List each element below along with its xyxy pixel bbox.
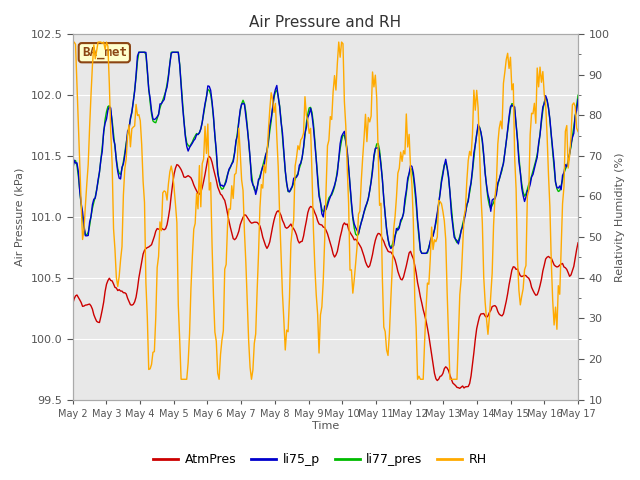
Title: Air Pressure and RH: Air Pressure and RH: [250, 15, 401, 30]
Y-axis label: Relativity Humidity (%): Relativity Humidity (%): [615, 152, 625, 281]
Y-axis label: Air Pressure (kPa): Air Pressure (kPa): [15, 168, 25, 266]
Text: BA_met: BA_met: [82, 46, 127, 59]
Legend: AtmPres, li75_p, li77_pres, RH: AtmPres, li75_p, li77_pres, RH: [148, 448, 492, 471]
X-axis label: Time: Time: [312, 421, 339, 432]
